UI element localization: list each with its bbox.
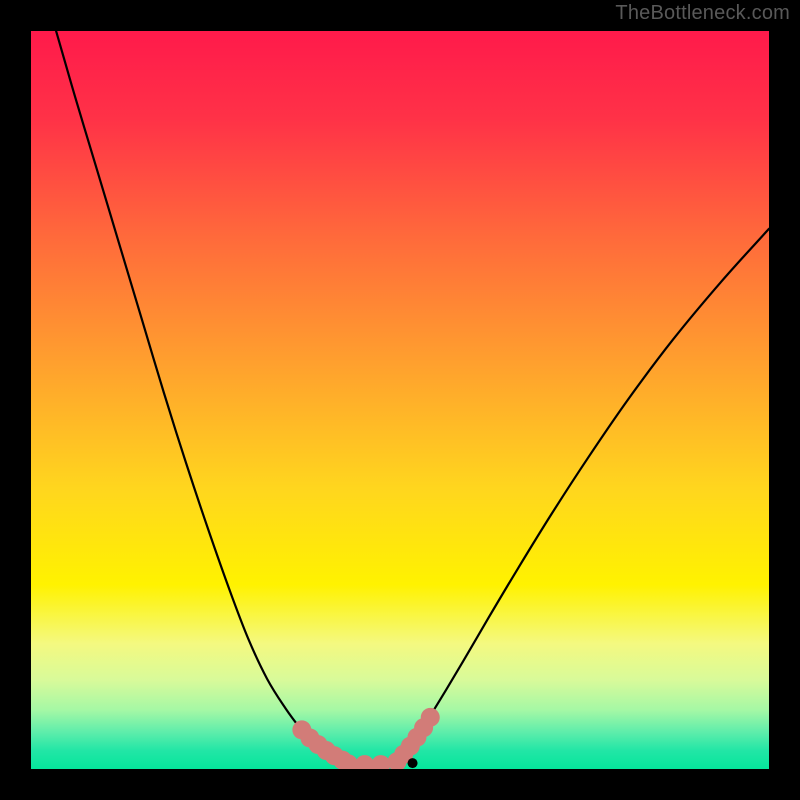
marker-dot-small (408, 758, 418, 768)
watermark-text: TheBottleneck.com (615, 2, 790, 25)
plot-area (31, 31, 769, 769)
marker-dot (421, 708, 440, 727)
gradient-background (31, 31, 769, 769)
chart-container: TheBottleneck.com (0, 0, 800, 800)
